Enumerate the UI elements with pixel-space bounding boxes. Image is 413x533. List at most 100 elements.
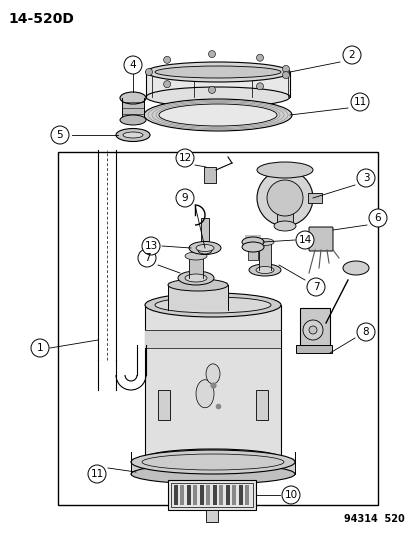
Bar — [307, 193, 321, 203]
Circle shape — [342, 46, 360, 64]
Ellipse shape — [255, 266, 273, 273]
Ellipse shape — [120, 92, 146, 104]
Bar — [225, 485, 230, 505]
Ellipse shape — [185, 252, 206, 260]
Bar — [276, 208, 292, 226]
Bar — [201, 218, 209, 250]
Ellipse shape — [197, 246, 211, 254]
Ellipse shape — [178, 271, 214, 285]
Text: 11: 11 — [353, 97, 366, 107]
Ellipse shape — [195, 245, 214, 252]
Ellipse shape — [242, 237, 263, 247]
Circle shape — [163, 56, 170, 63]
Ellipse shape — [159, 104, 276, 126]
Circle shape — [295, 231, 313, 249]
Bar — [193, 485, 197, 505]
Ellipse shape — [242, 242, 263, 252]
Circle shape — [51, 126, 69, 144]
Ellipse shape — [146, 87, 289, 107]
Bar — [189, 256, 202, 278]
Ellipse shape — [206, 364, 219, 384]
Circle shape — [308, 326, 316, 334]
Bar — [199, 485, 204, 505]
Bar — [295, 345, 331, 353]
Text: 5: 5 — [57, 130, 63, 140]
Circle shape — [256, 83, 263, 90]
Circle shape — [282, 66, 289, 72]
Text: 12: 12 — [178, 153, 191, 163]
Circle shape — [356, 323, 374, 341]
Text: 4: 4 — [129, 60, 136, 70]
Ellipse shape — [145, 293, 280, 317]
Bar — [206, 485, 210, 505]
Ellipse shape — [131, 450, 294, 474]
Bar — [146, 72, 289, 97]
Bar — [145, 330, 280, 348]
Text: 94314  520: 94314 520 — [344, 514, 404, 524]
Text: 9: 9 — [181, 193, 188, 203]
Text: 2: 2 — [348, 50, 354, 60]
Circle shape — [31, 339, 49, 357]
Text: 10: 10 — [284, 490, 297, 500]
Ellipse shape — [256, 162, 312, 178]
Bar — [255, 390, 267, 420]
Circle shape — [208, 86, 215, 93]
Text: 14-520D: 14-520D — [8, 12, 74, 26]
Circle shape — [208, 51, 215, 58]
Ellipse shape — [248, 264, 280, 276]
Ellipse shape — [131, 464, 294, 484]
Circle shape — [356, 169, 374, 187]
Circle shape — [281, 486, 299, 504]
Bar — [245, 485, 249, 505]
Circle shape — [302, 320, 322, 340]
Bar — [244, 235, 260, 247]
Ellipse shape — [146, 62, 289, 82]
Bar — [58, 152, 377, 505]
Bar — [180, 485, 184, 505]
Bar — [204, 167, 216, 183]
Text: 11: 11 — [90, 469, 103, 479]
Bar — [238, 485, 242, 505]
Bar — [212, 485, 216, 505]
Bar — [168, 282, 228, 310]
Bar — [247, 246, 257, 260]
Ellipse shape — [144, 99, 291, 131]
Circle shape — [124, 56, 142, 74]
Circle shape — [368, 209, 386, 227]
Text: 14: 14 — [298, 235, 311, 245]
Bar — [206, 510, 218, 522]
Ellipse shape — [255, 238, 273, 246]
Text: 7: 7 — [143, 253, 150, 263]
Text: 8: 8 — [362, 327, 368, 337]
Circle shape — [176, 189, 194, 207]
Circle shape — [138, 249, 156, 267]
Circle shape — [256, 54, 263, 61]
Circle shape — [145, 69, 152, 76]
Text: 3: 3 — [362, 173, 368, 183]
Text: 1: 1 — [37, 343, 43, 353]
Ellipse shape — [189, 241, 221, 254]
Ellipse shape — [123, 132, 142, 138]
Bar — [122, 98, 144, 120]
Text: 13: 13 — [144, 241, 157, 251]
Text: 6: 6 — [374, 213, 380, 223]
Bar — [219, 485, 223, 505]
Ellipse shape — [120, 115, 146, 125]
Bar — [131, 458, 294, 474]
Bar — [187, 485, 190, 505]
Bar — [171, 483, 252, 507]
Bar — [232, 485, 236, 505]
Ellipse shape — [195, 379, 214, 408]
Ellipse shape — [154, 66, 280, 78]
Bar — [259, 242, 271, 270]
Ellipse shape — [273, 221, 295, 231]
Circle shape — [163, 80, 170, 87]
Ellipse shape — [342, 261, 368, 275]
Circle shape — [142, 237, 159, 255]
Circle shape — [282, 71, 289, 79]
Circle shape — [306, 278, 324, 296]
Bar — [158, 390, 170, 420]
Circle shape — [266, 180, 302, 216]
Bar — [145, 305, 280, 458]
Text: 7: 7 — [312, 282, 318, 292]
